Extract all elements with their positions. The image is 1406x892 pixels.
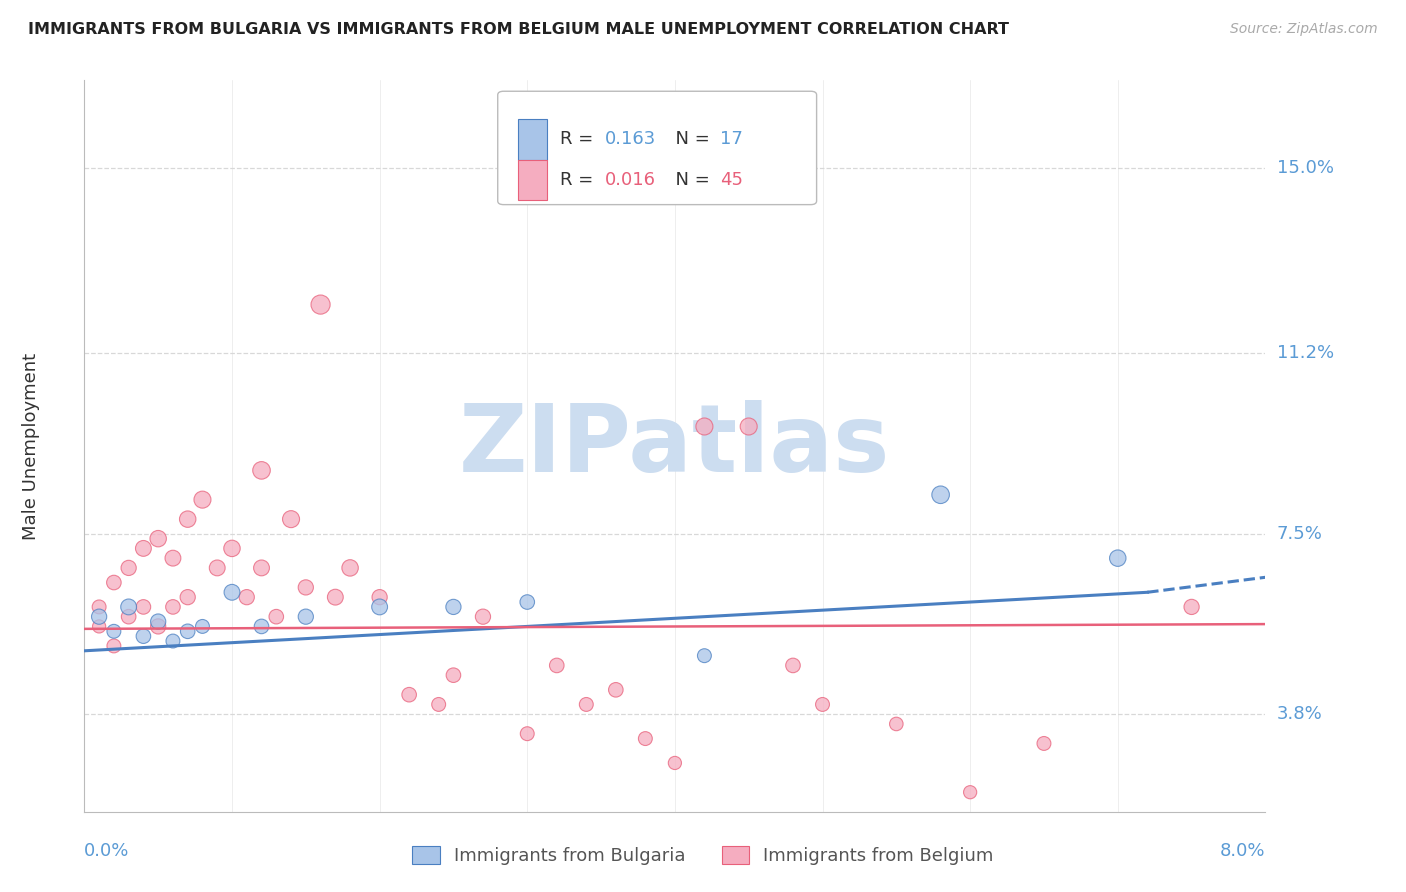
Bar	[517, 120, 547, 160]
Bar	[517, 160, 547, 200]
Point	[339, 561, 361, 575]
Point	[250, 619, 273, 633]
Point	[250, 463, 273, 477]
Point	[634, 731, 657, 746]
Point	[250, 561, 273, 575]
Point	[191, 492, 214, 507]
Point	[148, 532, 170, 546]
Point	[1033, 736, 1056, 750]
Point	[162, 599, 184, 614]
Point	[472, 609, 495, 624]
Point	[132, 599, 155, 614]
Point	[782, 658, 804, 673]
Text: R =: R =	[561, 130, 599, 148]
Point	[103, 624, 125, 639]
Point	[398, 688, 420, 702]
Point	[191, 619, 214, 633]
Point	[221, 585, 243, 599]
Text: 17: 17	[720, 130, 742, 148]
Point	[148, 619, 170, 633]
Point	[443, 668, 465, 682]
Legend: Immigrants from Bulgaria, Immigrants from Belgium: Immigrants from Bulgaria, Immigrants fro…	[404, 837, 1002, 874]
Point	[368, 590, 391, 604]
Text: ZIPatlas: ZIPatlas	[460, 400, 890, 492]
Point	[162, 634, 184, 648]
Point	[1107, 551, 1129, 566]
Point	[811, 698, 834, 712]
Point	[664, 756, 686, 770]
Point	[87, 619, 111, 633]
Text: N =: N =	[664, 130, 716, 148]
Text: 7.5%: 7.5%	[1277, 524, 1323, 542]
Point	[87, 599, 111, 614]
Point	[162, 551, 184, 566]
Point	[368, 599, 391, 614]
Point	[309, 297, 332, 311]
Point	[132, 541, 155, 556]
Text: 8.0%: 8.0%	[1220, 842, 1265, 860]
FancyBboxPatch shape	[498, 91, 817, 204]
Point	[546, 658, 568, 673]
Point	[118, 599, 141, 614]
Text: 3.8%: 3.8%	[1277, 706, 1322, 723]
Point	[118, 561, 141, 575]
Point	[148, 615, 170, 629]
Point	[693, 648, 716, 663]
Text: 11.2%: 11.2%	[1277, 344, 1334, 362]
Text: 0.016: 0.016	[605, 170, 657, 189]
Point	[325, 590, 347, 604]
Text: 0.163: 0.163	[605, 130, 657, 148]
Point	[177, 590, 200, 604]
Point	[132, 629, 155, 643]
Point	[118, 609, 141, 624]
Point	[886, 717, 908, 731]
Point	[516, 595, 538, 609]
Text: Male Unemployment: Male Unemployment	[22, 352, 41, 540]
Point	[103, 639, 125, 653]
Point	[605, 682, 627, 697]
Point	[295, 581, 318, 595]
Text: IMMIGRANTS FROM BULGARIA VS IMMIGRANTS FROM BELGIUM MALE UNEMPLOYMENT CORRELATIO: IMMIGRANTS FROM BULGARIA VS IMMIGRANTS F…	[28, 22, 1010, 37]
Point	[207, 561, 229, 575]
Point	[427, 698, 450, 712]
Text: N =: N =	[664, 170, 716, 189]
Text: R =: R =	[561, 170, 599, 189]
Point	[177, 624, 200, 639]
Point	[516, 727, 538, 741]
Point	[295, 609, 318, 624]
Point	[575, 698, 598, 712]
Text: Source: ZipAtlas.com: Source: ZipAtlas.com	[1230, 22, 1378, 37]
Point	[693, 419, 716, 434]
Point	[929, 488, 952, 502]
Point	[103, 575, 125, 590]
Point	[177, 512, 200, 526]
Point	[443, 599, 465, 614]
Point	[264, 609, 288, 624]
Point	[280, 512, 302, 526]
Point	[959, 785, 981, 799]
Point	[1181, 599, 1204, 614]
Text: 0.0%: 0.0%	[84, 842, 129, 860]
Point	[87, 609, 111, 624]
Point	[738, 419, 761, 434]
Text: 45: 45	[720, 170, 742, 189]
Text: 15.0%: 15.0%	[1277, 159, 1333, 177]
Point	[235, 590, 259, 604]
Point	[221, 541, 243, 556]
